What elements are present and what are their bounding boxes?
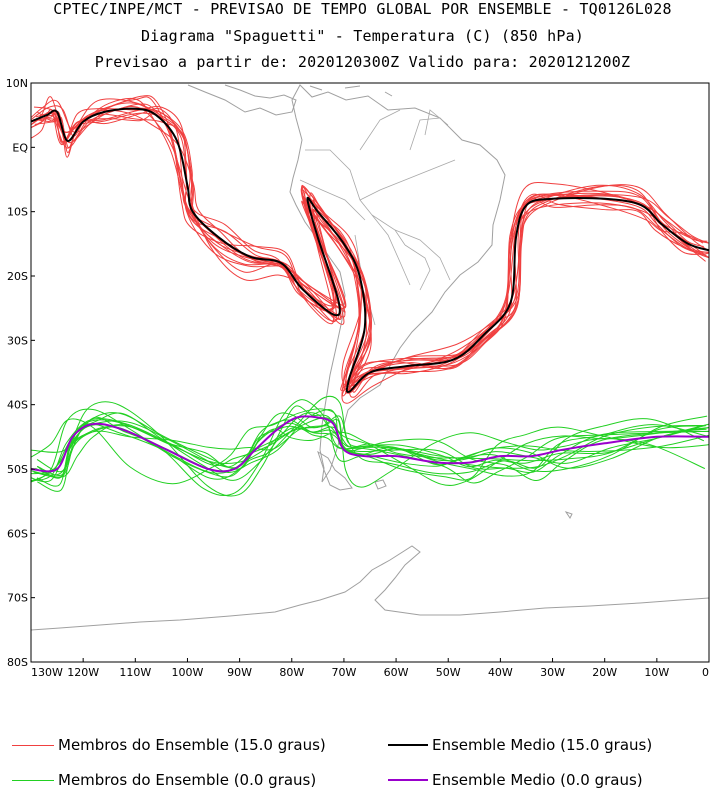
member-15c-line-15 xyxy=(31,99,709,398)
legend-members-15: Membros do Ensemble (15.0 graus) xyxy=(12,736,326,754)
lat-label: 20S xyxy=(7,270,28,283)
lat-label: 10N xyxy=(6,77,28,90)
plot-frame xyxy=(30,82,710,663)
lat-label: 40S xyxy=(7,399,28,412)
lat-label: EQ xyxy=(12,141,28,154)
lon-label: 10W xyxy=(644,666,669,679)
lon-axis: 130W 120W 110W 100W 90W 80W 70W 60W 50W 40W 30W 20W… xyxy=(30,658,710,679)
lat-label: 50S xyxy=(7,463,28,476)
lat-axis: 10N EQ 10S 20S 30S 40S 50S 60S 70S 80S xyxy=(6,77,35,669)
south-america-coastline xyxy=(289,84,506,483)
lon-label: 40W xyxy=(488,666,513,679)
lon-label: 80W xyxy=(279,666,304,679)
geography xyxy=(31,84,709,631)
central-america-coastline xyxy=(187,84,297,116)
lon-label: 70W xyxy=(331,666,356,679)
legend-swatch-members-0 xyxy=(12,779,54,781)
tierra-del-fuego xyxy=(317,450,353,491)
lat-label: 80S xyxy=(7,656,28,669)
member-0c-line-11 xyxy=(31,409,709,482)
lon-label: 130W xyxy=(31,666,63,679)
ensemble-mean-0 xyxy=(31,415,709,473)
member-15c-line-12 xyxy=(31,97,707,390)
legend-label-mean-15: Ensemble Medio (15.0 graus) xyxy=(432,736,653,754)
lon-label: 120W xyxy=(67,666,99,679)
antarctica-coastline xyxy=(31,545,709,631)
lon-label: 20W xyxy=(592,666,617,679)
legend-mean-15: Ensemble Medio (15.0 graus) xyxy=(388,736,652,754)
legend-label-members-0: Membros do Ensemble (0.0 graus) xyxy=(58,771,317,789)
member-0c-line-14 xyxy=(33,423,709,478)
ensemble-mean-15 xyxy=(31,107,709,393)
lon-label: 60W xyxy=(384,666,409,679)
country-borders xyxy=(299,109,456,326)
title-line-3: Previsao a partir de: 2020120300Z Valido… xyxy=(94,53,631,71)
legend-members-0: Membros do Ensemble (0.0 graus) xyxy=(12,771,316,789)
ensemble-members-0 xyxy=(31,395,709,497)
south-georgia xyxy=(564,511,573,519)
title-line-2: Diagrama "Spaguetti" - Temperatura (C) (… xyxy=(140,27,585,45)
lon-label: 30W xyxy=(540,666,565,679)
lat-label: 10S xyxy=(7,206,28,219)
lon-label: 110W xyxy=(119,666,151,679)
member-0c-line-12 xyxy=(36,412,709,480)
falklands xyxy=(374,479,387,490)
lat-label: 60S xyxy=(7,527,28,540)
legend-swatch-members-15 xyxy=(12,744,54,746)
ensemble-members-15 xyxy=(31,95,709,404)
title-line-1: CPTEC/INPE/MCT - PREVISAO DE TEMPO GLOBA… xyxy=(53,0,672,18)
legend-swatch-mean-15 xyxy=(388,744,428,746)
lon-label: 90W xyxy=(227,666,252,679)
lat-label: 30S xyxy=(7,334,28,347)
legend-label-members-15: Membros do Ensemble (15.0 graus) xyxy=(58,736,326,754)
lon-label: 100W xyxy=(172,666,204,679)
legend-label-mean-0: Ensemble Medio (0.0 graus) xyxy=(432,771,643,789)
legend-mean-0: Ensemble Medio (0.0 graus) xyxy=(388,771,643,789)
lon-label: 0 xyxy=(702,666,709,679)
caribbean-islands xyxy=(309,85,393,97)
member-15c-line-10 xyxy=(35,110,709,394)
lon-label: 50W xyxy=(436,666,461,679)
member-0c-line-10 xyxy=(31,408,706,488)
legend-swatch-mean-0 xyxy=(388,779,428,781)
lat-label: 70S xyxy=(7,592,28,605)
